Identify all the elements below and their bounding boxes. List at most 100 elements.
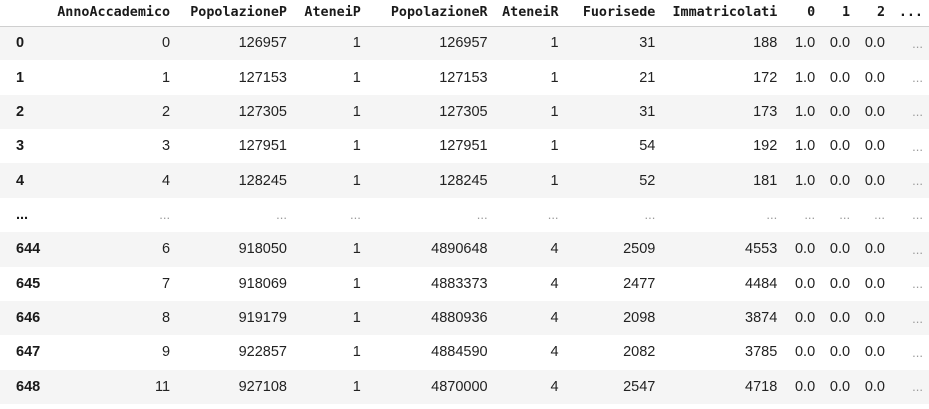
table-cell: 31 [639, 35, 656, 52]
table-cell: 1 [352, 103, 361, 120]
table-cell: ... [874, 207, 885, 223]
row-index: ... [16, 206, 29, 223]
table-cell: 0.0 [864, 69, 885, 86]
row-index: 4 [16, 172, 25, 189]
table-cell: 0 [162, 35, 171, 52]
table-cell: 4 [550, 344, 559, 361]
table-cell: 192 [753, 138, 778, 155]
table-cell: 2082 [623, 344, 656, 361]
table-cell: 0.0 [864, 241, 885, 258]
table-cell: ... [912, 138, 923, 154]
row-index: 646 [16, 310, 41, 327]
table-cell: 4870000 [431, 378, 488, 395]
table-cell: 9 [162, 344, 171, 361]
table-cell: 173 [753, 103, 778, 120]
table-cell: 0.0 [829, 103, 851, 120]
table-row: 645 7 918069 1 4883373 4 2477 4484 0.0 0.0 0.0... [0, 266, 929, 301]
table-cell: ... [839, 207, 851, 223]
table-cell: 4 [162, 172, 171, 189]
table-cell: 0.0 [864, 310, 885, 327]
table-cell: 1 [352, 241, 361, 258]
table-cell: 4553 [745, 241, 778, 258]
table-cell: 0.0 [794, 241, 816, 258]
table-cell: 21 [639, 69, 656, 86]
table-cell: 128245 [238, 172, 287, 189]
table-cell: 1 [162, 69, 171, 86]
table-cell: 927108 [238, 378, 287, 395]
table-row: 646 8 919179 1 4880936 4 2098 3874 0.0 0.0 0.0... [0, 300, 929, 336]
table-cell: ... [912, 310, 923, 326]
table-cell: 3874 [745, 310, 778, 327]
table-row: 0 0 126957 1 126957 1 31 188 1.0 0.0 0.0... [0, 26, 929, 61]
table-cell: 8 [162, 310, 171, 327]
table-cell: 919179 [238, 310, 287, 327]
table-cell: 1 [352, 172, 361, 189]
table-cell: ... [644, 207, 656, 223]
table-cell: 1 [550, 172, 559, 189]
table-cell: 11 [155, 378, 171, 395]
row-index: 644 [16, 241, 41, 258]
table-cell: ... [912, 104, 923, 120]
table-cell: ... [276, 207, 287, 223]
table-cell: 52 [639, 172, 656, 189]
table-cell: 128245 [439, 172, 488, 189]
table-cell: 1 [352, 344, 361, 361]
row-index: 3 [16, 138, 25, 155]
table-row: .................................... [0, 197, 929, 233]
table-cell: 1.0 [794, 35, 816, 52]
table-body: 0 0 126957 1 126957 1 31 188 1.0 0.0 0.0... 1 1 12715… [0, 26, 929, 404]
table-cell: ... [912, 207, 923, 223]
table-cell: 1 [550, 69, 559, 86]
column-header: 2 [856, 0, 891, 27]
table-cell: 4880936 [431, 310, 488, 327]
table-cell: 1.0 [794, 172, 816, 189]
table-cell: 1.0 [794, 103, 816, 120]
table-cell: ... [912, 70, 923, 86]
table-cell: 188 [753, 35, 778, 52]
row-index: 647 [16, 344, 41, 361]
table-cell: 1 [550, 35, 559, 52]
table-cell: 127305 [439, 103, 488, 120]
column-header: PopolazioneP [176, 0, 293, 27]
table-cell: 4 [550, 241, 559, 258]
column-header: PopolazioneR [366, 0, 494, 27]
row-index: 645 [16, 275, 41, 292]
column-header: 0 [783, 0, 822, 27]
table-cell: 0.0 [864, 378, 885, 395]
table-cell: 4484 [745, 275, 778, 292]
table-cell: 0.0 [829, 69, 851, 86]
table-cell: 6 [162, 241, 171, 258]
table-row: 1 1 127153 1 127153 1 21 172 1.0 0.0 0.0... [0, 60, 929, 95]
table-cell: 1 [352, 138, 361, 155]
row-index: 1 [16, 69, 25, 86]
table-cell: 3 [162, 138, 171, 155]
table-cell: ... [912, 379, 923, 395]
table-cell: 126957 [439, 35, 488, 52]
table-cell: 918069 [238, 275, 287, 292]
table-cell: 0.0 [864, 172, 885, 189]
column-header: AteneiR [493, 0, 565, 27]
table-cell: 1 [352, 275, 361, 292]
table-cell: 2547 [623, 378, 656, 395]
table-cell: 0.0 [864, 35, 885, 52]
table-cell: 1 [352, 310, 361, 327]
table-cell: 2477 [623, 275, 656, 292]
table-cell: 4890648 [431, 241, 488, 258]
table-cell: 1.0 [794, 69, 816, 86]
table-cell: 1 [550, 138, 559, 155]
table-row: 2 2 127305 1 127305 1 31 173 1.0 0.0 0.0... [0, 94, 929, 130]
table-cell: ... [912, 276, 923, 292]
header-row: AnnoAccademico PopolazioneP AteneiP Popolaz… [0, 0, 929, 27]
index-header [0, 0, 47, 27]
table-cell: 0.0 [829, 344, 851, 361]
table-cell: 918050 [238, 241, 287, 258]
table-cell: ... [912, 173, 923, 189]
table-cell: 1 [352, 35, 361, 52]
table-cell: 0.0 [829, 310, 851, 327]
table-cell: 126957 [238, 35, 287, 52]
table-cell: 0.0 [794, 310, 816, 327]
table-cell: 0.0 [829, 35, 851, 52]
table-row: 648 11 927108 1 4870000 4 2547 4718 0.0 0.0 0.0... [0, 369, 929, 404]
table-cell: ... [912, 344, 923, 360]
table-cell: 127951 [439, 138, 488, 155]
